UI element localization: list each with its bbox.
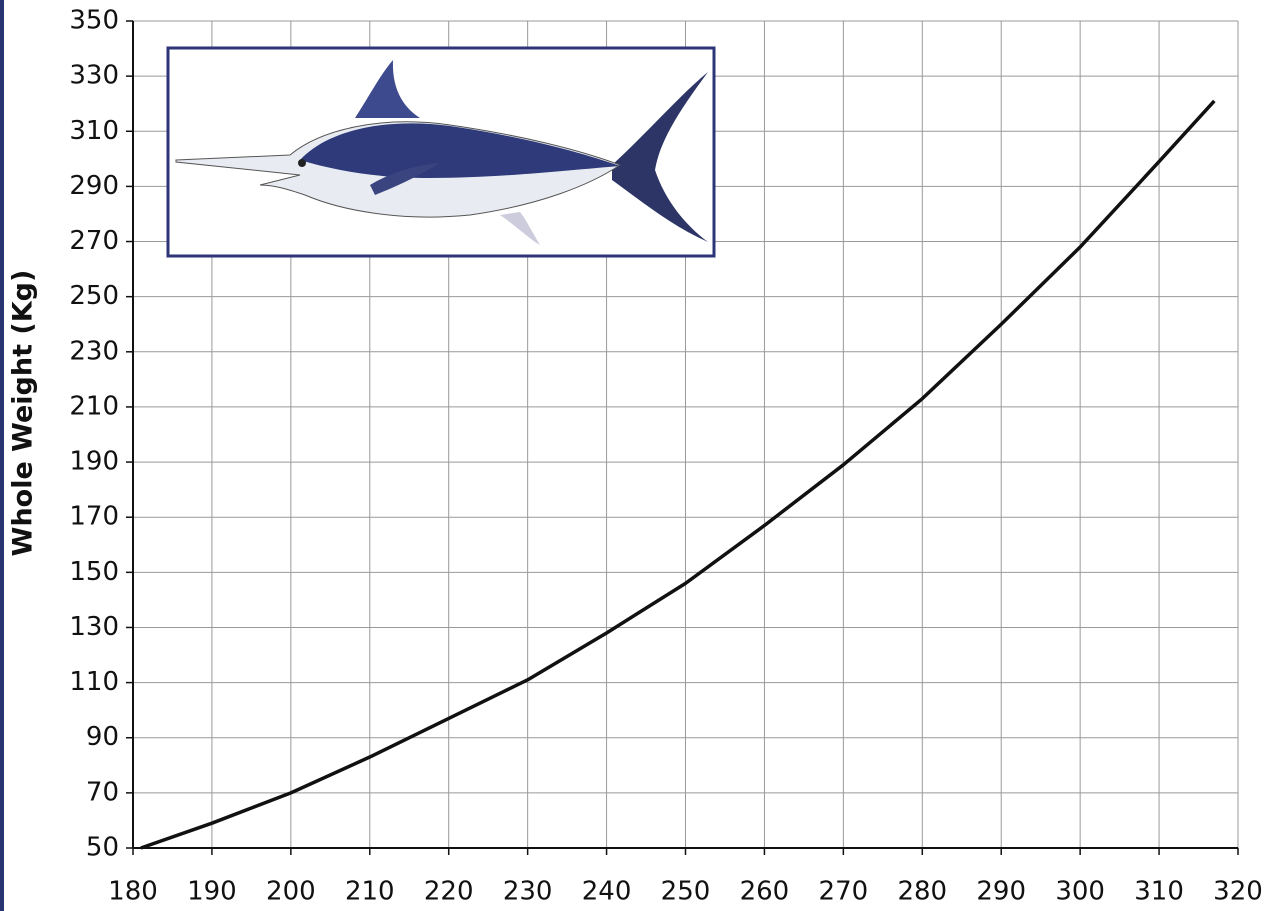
x-tick-label: 230 bbox=[503, 877, 553, 907]
y-tick-label: 170 bbox=[69, 502, 119, 532]
x-tick-label: 310 bbox=[1134, 877, 1184, 907]
fish-inset bbox=[166, 46, 716, 258]
x-tick-label: 290 bbox=[976, 877, 1026, 907]
y-tick-label: 190 bbox=[69, 447, 119, 477]
y-tick-label: 270 bbox=[69, 226, 119, 256]
pectoral-fin bbox=[370, 163, 440, 195]
x-tick-label: 270 bbox=[819, 877, 869, 907]
anal-fin bbox=[500, 212, 540, 245]
y-axis-label: Whole Weight (Kg) bbox=[8, 270, 39, 557]
y-tick-label: 350 bbox=[69, 6, 119, 36]
y-tick-label: 50 bbox=[86, 833, 119, 863]
x-tick-label: 240 bbox=[582, 877, 632, 907]
y-tick-label: 290 bbox=[69, 171, 119, 201]
y-tick-label: 210 bbox=[69, 391, 119, 421]
fish-eye bbox=[298, 159, 306, 167]
y-tick-label: 310 bbox=[69, 116, 119, 146]
y-tick-label: 90 bbox=[86, 722, 119, 752]
x-tick-label: 300 bbox=[1055, 877, 1105, 907]
x-tick-label: 320 bbox=[1213, 877, 1263, 907]
y-tick-label: 230 bbox=[69, 336, 119, 366]
y-tick-label: 330 bbox=[69, 61, 119, 91]
x-tick-label: 250 bbox=[661, 877, 711, 907]
dorsal-fin bbox=[355, 60, 420, 118]
y-tick-label: 110 bbox=[69, 667, 119, 697]
edge-strip bbox=[0, 0, 4, 911]
y-tick-label: 150 bbox=[69, 557, 119, 587]
y-tick-label: 70 bbox=[86, 777, 119, 807]
x-tick-label: 180 bbox=[108, 877, 158, 907]
tail-fin bbox=[612, 72, 708, 242]
x-tick-label: 190 bbox=[187, 877, 237, 907]
x-tick-label: 220 bbox=[424, 877, 474, 907]
y-tick-label: 130 bbox=[69, 612, 119, 642]
x-tick-label: 260 bbox=[740, 877, 790, 907]
fish-back bbox=[300, 123, 620, 178]
x-tick-label: 280 bbox=[897, 877, 947, 907]
data-line bbox=[140, 99, 1216, 850]
y-tick-label: 250 bbox=[69, 281, 119, 311]
x-tick-label: 200 bbox=[266, 877, 316, 907]
x-tick-label: 210 bbox=[345, 877, 395, 907]
